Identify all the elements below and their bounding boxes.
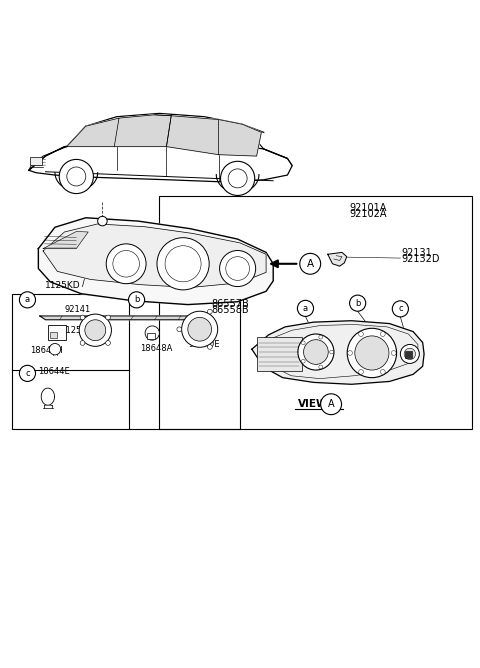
Bar: [159, 196, 472, 429]
Circle shape: [300, 253, 321, 275]
Polygon shape: [40, 316, 207, 320]
Polygon shape: [67, 118, 119, 146]
Text: 18645H: 18645H: [30, 346, 63, 355]
Circle shape: [400, 345, 420, 363]
Circle shape: [19, 365, 36, 381]
Circle shape: [348, 351, 352, 355]
Text: 92141: 92141: [64, 305, 91, 313]
Text: 92140E: 92140E: [189, 340, 220, 349]
Polygon shape: [167, 116, 219, 155]
Circle shape: [391, 351, 396, 355]
Circle shape: [298, 334, 334, 370]
Circle shape: [106, 315, 110, 320]
Text: 86558B: 86558B: [212, 305, 249, 315]
Polygon shape: [219, 120, 261, 156]
Circle shape: [321, 393, 342, 415]
Circle shape: [355, 336, 389, 370]
Bar: [30, 156, 42, 165]
Text: 92132D: 92132D: [401, 255, 440, 265]
Polygon shape: [38, 218, 273, 305]
Polygon shape: [41, 388, 55, 405]
Polygon shape: [252, 321, 424, 384]
Text: b: b: [355, 299, 360, 308]
Circle shape: [219, 250, 256, 287]
Text: 92131: 92131: [401, 248, 432, 258]
Circle shape: [188, 317, 212, 341]
Circle shape: [220, 161, 255, 196]
Polygon shape: [43, 224, 266, 287]
Circle shape: [80, 315, 85, 320]
Text: VIEW: VIEW: [298, 399, 328, 409]
Text: 1125KD: 1125KD: [46, 281, 81, 290]
Circle shape: [59, 160, 94, 194]
Circle shape: [359, 332, 363, 337]
Bar: [147, 333, 155, 339]
Polygon shape: [114, 115, 171, 146]
Bar: [257, 337, 301, 371]
Circle shape: [404, 348, 416, 359]
Bar: [50, 332, 57, 338]
Circle shape: [19, 292, 36, 308]
Circle shape: [177, 327, 181, 331]
Circle shape: [298, 301, 313, 317]
Circle shape: [381, 369, 385, 374]
Circle shape: [207, 309, 212, 314]
Circle shape: [97, 216, 107, 226]
Circle shape: [392, 301, 408, 317]
Circle shape: [347, 328, 396, 377]
Circle shape: [303, 340, 328, 364]
Polygon shape: [43, 232, 88, 248]
Circle shape: [301, 341, 305, 345]
Text: c: c: [25, 369, 30, 378]
Circle shape: [85, 320, 106, 341]
Text: 92125A: 92125A: [56, 327, 88, 335]
Circle shape: [349, 295, 366, 311]
Text: A: A: [328, 399, 335, 409]
Circle shape: [319, 335, 323, 339]
Text: c: c: [398, 305, 403, 313]
Circle shape: [80, 341, 85, 345]
Polygon shape: [29, 140, 292, 182]
Text: 18644E: 18644E: [38, 367, 70, 376]
Text: A: A: [307, 259, 314, 269]
Text: 92101A: 92101A: [349, 203, 386, 213]
Bar: [48, 325, 66, 340]
Circle shape: [207, 345, 212, 349]
Circle shape: [381, 332, 385, 337]
Circle shape: [181, 311, 218, 347]
Circle shape: [49, 343, 60, 355]
Circle shape: [145, 326, 159, 340]
Text: 18648A: 18648A: [140, 344, 173, 353]
Circle shape: [319, 365, 323, 369]
Circle shape: [301, 359, 305, 363]
Text: 86557B: 86557B: [212, 299, 249, 309]
Bar: [12, 294, 240, 429]
Circle shape: [330, 350, 334, 354]
Circle shape: [359, 369, 363, 374]
Bar: [405, 351, 412, 358]
Text: b: b: [134, 295, 139, 305]
Circle shape: [106, 341, 110, 345]
Polygon shape: [328, 253, 347, 266]
Circle shape: [129, 292, 144, 308]
Text: a: a: [25, 295, 30, 305]
Circle shape: [106, 244, 146, 284]
Text: a: a: [303, 304, 308, 313]
Circle shape: [157, 238, 209, 290]
Circle shape: [79, 314, 111, 346]
Text: 92102A: 92102A: [349, 209, 386, 219]
